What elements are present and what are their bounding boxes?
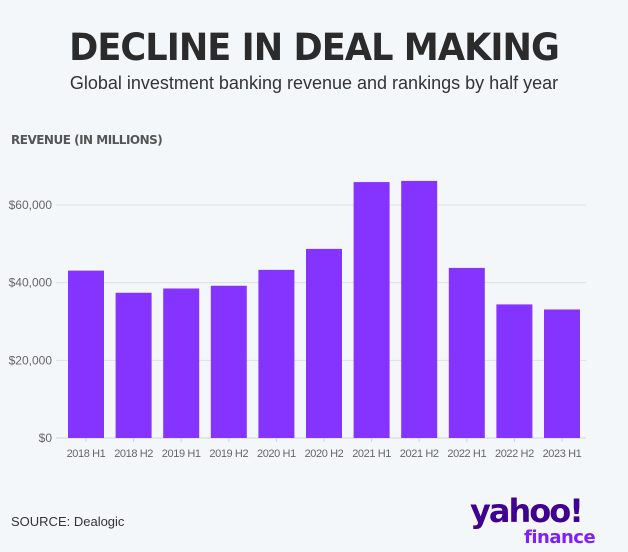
- bar-2023-h1: [544, 309, 580, 438]
- bar-2021-h1: [353, 182, 390, 438]
- bar-2021-h2: [401, 180, 438, 438]
- logo-yahoo-text: yahoo!: [470, 492, 584, 530]
- chart-title: DECLINE IN DEAL MAKING: [69, 26, 560, 69]
- y-tick-label: $20,000: [9, 353, 53, 367]
- x-tick-label: 2018 H2: [114, 448, 153, 460]
- y-axis-label: REVENUE (IN MILLIONS): [11, 133, 163, 147]
- x-tick-label: 2020 H2: [305, 448, 344, 460]
- bar-2019-h1: [163, 288, 200, 438]
- x-tick-label: 2021 H1: [352, 448, 391, 460]
- bar-2022-h2: [496, 304, 533, 438]
- y-tick-label: $60,000: [9, 198, 53, 212]
- source-note: SOURCE: Dealogic: [11, 514, 125, 529]
- y-tick-label: $40,000: [9, 276, 53, 290]
- x-tick-label: 2022 H1: [447, 448, 486, 460]
- bar-2018-h1: [68, 270, 104, 438]
- x-tick-label: 2022 H2: [495, 448, 534, 460]
- bar-2020-h2: [306, 248, 342, 438]
- x-tick-label: 2018 H1: [67, 448, 106, 460]
- chart-subtitle: Global investment banking revenue and ra…: [69, 73, 559, 93]
- x-tick-label: 2021 H2: [400, 448, 439, 460]
- x-tick-label: 2019 H1: [162, 448, 201, 460]
- x-tick-label: 2019 H2: [209, 448, 248, 460]
- bar-2020-h1: [258, 269, 295, 438]
- bar-2018-h2: [115, 292, 152, 438]
- x-tick-label: 2023 H1: [543, 448, 582, 460]
- x-tick-label: 2020 H1: [257, 448, 296, 460]
- bar-2019-h2: [210, 285, 247, 438]
- yahoo-finance-logo: yahoo! finance: [470, 494, 610, 550]
- y-tick-label: $0: [39, 431, 53, 445]
- logo-finance-text: finance: [524, 527, 596, 548]
- bar-2022-h1: [448, 267, 485, 438]
